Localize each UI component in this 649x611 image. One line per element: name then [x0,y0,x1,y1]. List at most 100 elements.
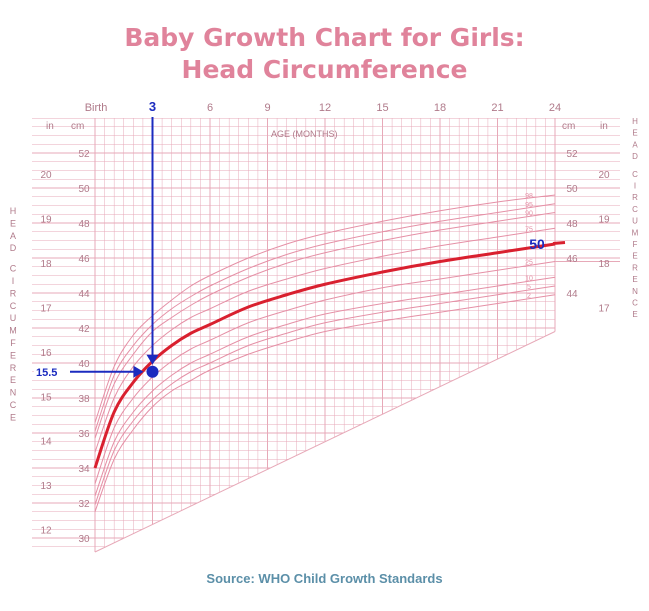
y-axis-title-letter: N [10,388,17,398]
right-y-axis-title-letter: H [632,117,638,126]
percentile-curve-95 [94,203,556,432]
percentile-label-75: 75 [525,226,533,233]
x-tick-label: 18 [434,102,446,114]
right-y-axis-title-letter: A [632,140,638,149]
annotation-layer: 315.5 [34,99,159,379]
annotation-head-label: 15.5 [36,367,57,379]
grid [32,118,620,553]
right-y-axis-title-letter: C [632,205,638,214]
chart-title-line2: Head Circumference [181,55,468,84]
in-tick-label: 18 [40,259,52,270]
right-y-axis-title-letter: I [634,182,636,191]
percentile-label-98: 98 [525,193,533,200]
x-tick-label: 24 [549,102,561,114]
percentile-label-95: 95 [525,202,533,209]
percentile-curve-90 [94,212,556,439]
y-axis-title-letter: E [10,412,16,422]
cm-tick-label: 30 [78,534,90,545]
percentile-curve-5 [94,285,556,505]
percentile-label-2: 2 [527,293,531,300]
cm-tick-label: 50 [78,184,90,195]
in-tick-label: 14 [40,437,52,448]
cm-tick-label: 32 [78,499,90,510]
annotation-down-arrowhead [146,354,159,365]
median-tail [552,241,566,245]
in-tick-label: 15 [40,392,52,403]
chart-title-line1: Baby Growth Chart for Girls: [124,23,525,52]
cm-tick-label: 44 [78,289,90,300]
annotation-point [146,365,159,378]
right-y-axis-title-letter: N [632,287,638,296]
x-tick-label: 6 [207,102,213,114]
right-y-axis-title-letter: M [632,228,639,237]
percentile-curve-2 [94,294,556,512]
percentile-curve-75 [94,227,556,453]
right-in-tick-label: 20 [598,170,610,181]
y-axis-title-letter: E [10,375,16,385]
y-axis-title-letter: I [12,276,15,286]
in-tick-label: 17 [40,303,52,314]
x-tick-label: Birth [85,102,108,114]
y-axis-title-letter: U [10,313,17,323]
x-axis-title: AGE (MONTHS) [271,129,338,139]
right-in-tick-label: 17 [598,303,610,314]
right-cm-unit: cm [562,121,575,132]
y-axis-title-letter: C [10,264,17,274]
axes: in cm cm in30323436384042444648505244464850… [9,102,638,545]
y-axis-title-letter: A [10,231,16,241]
right-y-axis-title-letter: R [632,263,638,272]
percentile-curve-98 [94,194,556,423]
x-tick-label: 12 [319,102,331,114]
right-in-tick-label: 19 [598,214,610,225]
right-y-axis-title-letter: F [633,240,638,249]
right-y-axis-title-letter: E [632,252,637,261]
x-tick-label: 15 [376,102,388,114]
right-y-axis-title-letter: C [632,299,638,308]
y-axis-title-letter: D [10,243,17,253]
left-in-unit: in [46,121,54,132]
percentile-curve-25 [94,261,556,484]
percentile-label-10: 10 [525,275,533,282]
source-note: Source: WHO Child Growth Standards [206,571,443,586]
right-y-axis-title-letter: U [632,217,638,226]
cm-tick-label: 42 [78,324,90,335]
y-axis-title-letter: M [9,326,17,336]
right-cm-tick-label: 52 [566,149,578,160]
right-y-axis-title-letter: E [632,310,637,319]
left-cm-unit: cm [71,121,84,132]
right-y-axis-title-letter: C [632,170,638,179]
right-y-axis-title-letter: E [632,129,637,138]
cm-tick-label: 38 [78,394,90,405]
x-tick-label: 9 [264,102,270,114]
right-in-tick-label: 18 [598,259,610,270]
annotation-right-arrowhead [133,365,144,378]
y-axis-title-letter: E [10,218,16,228]
right-cm-tick-label: 46 [566,254,578,265]
in-tick-label: 19 [40,214,52,225]
annotation-label-bg [34,363,74,379]
y-axis-title-letter: C [10,400,17,410]
percentile-label-90: 90 [525,211,533,218]
percentile-label-25: 25 [525,260,533,267]
in-tick-label: 12 [40,526,52,537]
x-tick-label: 21 [491,102,503,114]
percentile-curves: 98 95 90 75 50 25 10 5 2 [93,193,566,512]
y-axis-title-letter: E [10,350,16,360]
y-axis-title-letter: R [10,288,17,298]
in-tick-label: 13 [40,481,52,492]
in-tick-label: 20 [40,170,52,181]
percentile-label-5: 5 [527,284,531,291]
y-axis-title-letter: F [10,338,16,348]
annotation-age-label: 3 [149,99,156,114]
right-y-axis-title-letter: E [632,275,637,284]
cm-tick-label: 34 [78,464,90,475]
percentile-curve-50 [93,242,556,469]
y-axis-title-letter: H [10,206,17,216]
right-in-unit: in [600,121,608,132]
right-cm-tick-label: 48 [566,219,578,230]
median-label: 50 [529,236,545,252]
percentile-curve-10 [94,276,556,497]
cm-tick-label: 48 [78,219,90,230]
y-axis-title-letter: C [10,301,17,311]
cm-tick-label: 36 [78,429,90,440]
